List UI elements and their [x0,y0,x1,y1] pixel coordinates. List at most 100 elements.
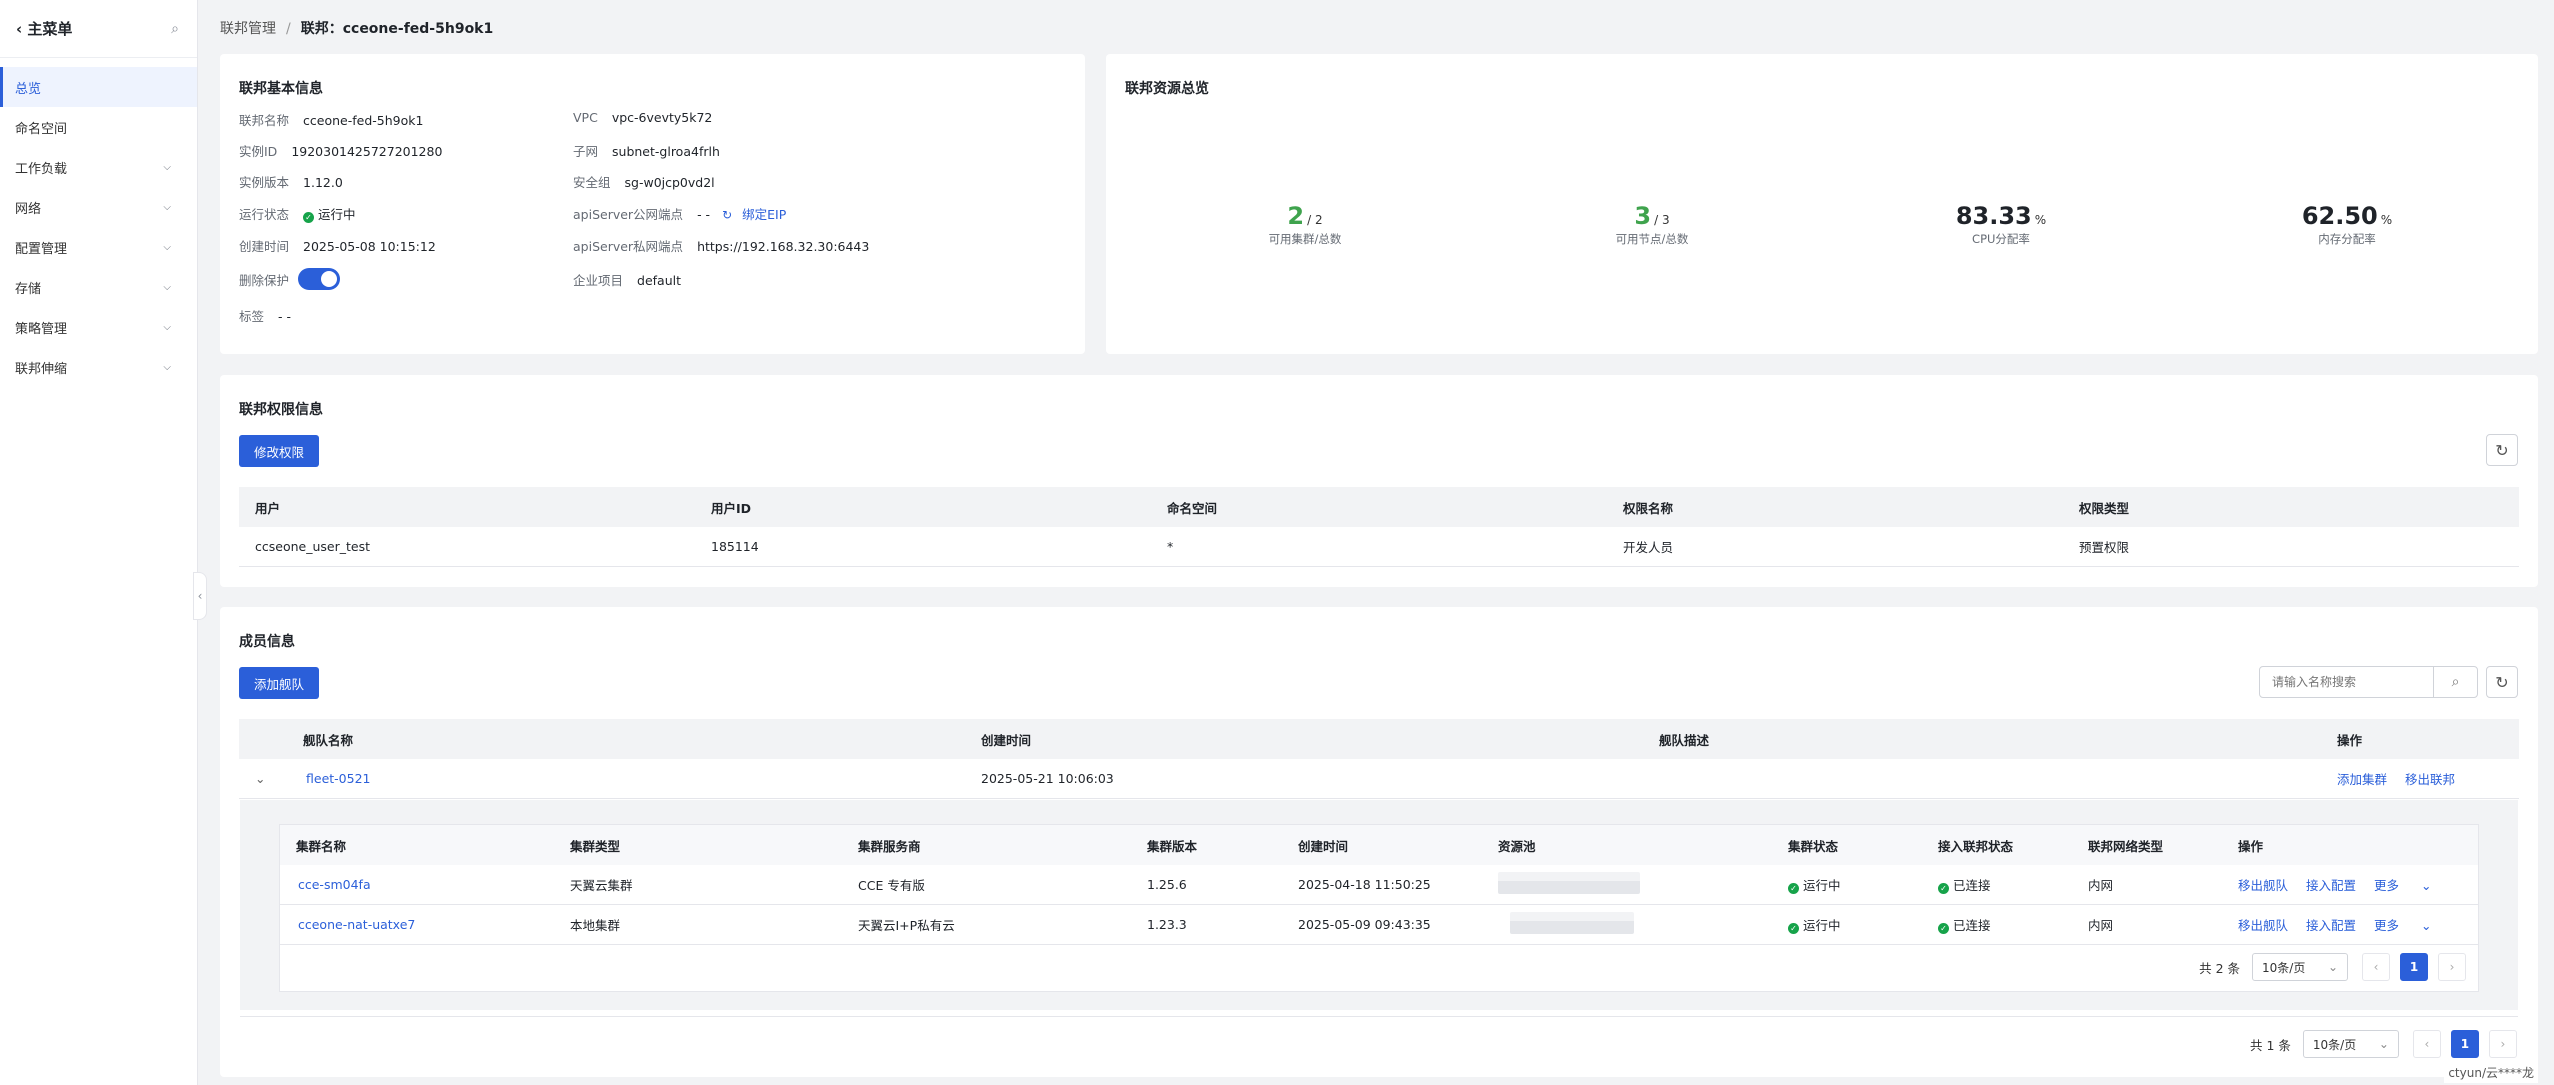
delete-protection-toggle[interactable] [298,268,340,290]
memory-allocation-label: 内存分配率 [2318,232,2376,246]
fleet-name-link[interactable]: fleet-0521 [306,771,371,786]
fleet-pagination: 共 1 条 10条/页 ⌄ ‹ 1 › [2250,1030,2517,1058]
bind-eip-link[interactable]: 绑定EIP [742,207,787,222]
available-clusters-number: 2 [1287,202,1305,230]
private-endpoint-value: https://192.168.32.30:6443 [697,239,870,254]
instance-version-row: 实例版本 1.12.0 [239,172,343,191]
resource-pool-redacted [1498,912,1788,937]
page-number-button[interactable]: 1 [2450,1030,2479,1058]
remove-federation-link[interactable]: 移出联邦 [2405,772,2456,787]
search-icon[interactable]: ⌕ [171,20,179,37]
cluster-status: ✓ 运行中 [1788,875,1938,894]
check-circle-icon: ✓ [1938,883,1949,894]
sidebar-item[interactable]: 策略管理 ⌵ [0,307,197,347]
check-circle-icon: ✓ [1938,923,1949,934]
breadcrumb-parent[interactable]: 联邦管理 [220,21,276,37]
chevron-down-icon[interactable]: ⌄ [255,771,266,786]
instance-version-value: 1.12.0 [303,175,343,190]
breadcrumb-separator: / [286,21,291,37]
remove-fleet-link[interactable]: 移出舰队 [2238,918,2289,933]
header-fleet-desc: 舰队描述 [1659,732,1710,748]
access-config-link[interactable]: 接入配置 [2306,918,2357,933]
members-title: 成员信息 [239,634,295,650]
prev-page-button[interactable]: ‹ [2412,1030,2441,1058]
cluster-name-link[interactable]: cceone-nat-uatxe7 [298,917,416,932]
join-status: ✓ 已连接 [1938,875,2088,894]
cpu-allocation-number: 83.33 [1955,202,2032,230]
chevron-down-icon: ⌵ [163,241,171,253]
prev-page-button[interactable]: ‹ [2362,953,2390,981]
sidebar-item-label: 命名空间 [15,121,68,137]
cluster-total-count: 共 2 条 [2199,960,2240,976]
memory-allocation-stat: 62.50% 内存分配率 [2282,202,2412,247]
fleet-search-input[interactable] [2260,675,2433,689]
available-nodes-number: 3 [1634,202,1652,230]
run-status-row: 运行状态 ✓ 运行中 [239,204,356,223]
fleet-table: 舰队名称 创建时间 舰队描述 操作 ⌄ fleet-0521 2025-05-2… [239,719,2519,799]
private-endpoint-label: apiServer私网端点 [573,239,684,254]
tag-label: 标签 [239,309,265,324]
available-clusters-stat: 2/ 2 可用集群/总数 [1250,202,1360,247]
next-page-button[interactable]: › [2488,1030,2517,1058]
edit-permission-button[interactable]: 修改权限 [239,435,320,467]
next-page-button[interactable]: › [2438,953,2466,981]
cluster-page-size-select[interactable]: 10条/页 ⌄ [2252,953,2348,981]
memory-allocation-unit: % [2380,213,2393,227]
refresh-icon[interactable]: ↻ [722,208,733,222]
search-icon[interactable]: ⌕ [2433,667,2477,697]
add-cluster-link[interactable]: 添加集群 [2337,772,2388,787]
sidebar-item[interactable]: 总览 [0,67,197,107]
cluster-create-time: 2025-05-09 09:43:35 [1298,917,1431,932]
available-clusters-total: / 2 [1307,213,1323,227]
refresh-permission-button[interactable]: ↻ [2486,434,2518,466]
chevron-down-icon: ⌵ [163,161,171,173]
cluster-vendor: CCE 专有版 [858,878,925,893]
fleet-total-count: 共 1 条 [2250,1037,2291,1053]
instance-version-label: 实例版本 [239,175,290,190]
chevron-down-icon: ⌄ [2378,1037,2389,1051]
sidebar-item[interactable]: 配置管理 ⌵ [0,227,197,267]
header-fleet-name: 舰队名称 [303,732,354,748]
sidebar-item[interactable]: 联邦伸缩 ⌵ [0,347,197,387]
cluster-type: 天翼云集群 [570,878,633,893]
fleet-page-size-select[interactable]: 10条/页 ⌄ [2302,1030,2399,1058]
federation-name-value: cceone-fed-5h9ok1 [303,113,424,128]
header-namespace: 命名空间 [1167,500,1218,516]
refresh-icon: ↻ [2495,440,2509,460]
vpc-label: VPC [573,110,598,125]
permission-table: 用户 用户ID 命名空间 权限名称 权限类型 ccseone_user_test… [239,487,2519,567]
more-dropdown[interactable]: 更多 ⌄ [2374,878,2438,893]
cluster-status-text: 运行中 [1803,878,1841,893]
collapse-sidebar-handle[interactable]: ‹ [193,572,207,620]
sidebar-item[interactable]: 存储 ⌵ [0,267,197,307]
more-dropdown[interactable]: 更多 ⌄ [2374,918,2438,933]
create-time-label: 创建时间 [239,239,290,254]
check-circle-icon: ✓ [303,212,315,223]
join-status: ✓ 已连接 [1938,915,2088,934]
main-menu-back[interactable]: ‹ 主菜单 [16,20,73,38]
access-config-link[interactable]: 接入配置 [2306,878,2357,893]
cell-user-id: 185114 [711,539,759,554]
sidebar-item[interactable]: 工作负载 ⌵ [0,147,197,187]
sidebar-item[interactable]: 网络 ⌵ [0,187,197,227]
public-endpoint-label: apiServer公网端点 [573,207,684,222]
fleet-search-box: ⌕ [2259,666,2478,698]
chevron-down-icon: ⌄ [2327,960,2338,974]
add-fleet-button[interactable]: 添加舰队 [239,667,320,699]
vpc-value: vpc-6vevty5k72 [611,110,713,125]
cluster-name-link[interactable]: cce-sm04fa [298,877,371,892]
network-type: 内网 [2088,918,2114,933]
security-group-label: 安全组 [573,175,611,190]
fleet-table-header: 舰队名称 创建时间 舰队描述 操作 [239,719,2519,759]
fleet-ops: 添加集群 移出联邦 [2337,769,2517,788]
sidebar-item[interactable]: 命名空间 [0,107,197,147]
remove-fleet-link[interactable]: 移出舰队 [2238,878,2289,893]
page-number-button[interactable]: 1 [2400,953,2428,981]
refresh-members-button[interactable]: ↻ [2486,666,2518,698]
security-group-value: sg-w0jcp0vd2l [624,175,715,190]
instance-id-label: 实例ID [239,144,278,159]
cluster-ops: 移出舰队 接入配置 更多 ⌄ [2238,915,2438,934]
chevron-down-icon: ⌄ [2417,918,2432,933]
basic-info-card: 联邦基本信息 联邦名称 cceone-fed-5h9ok1 实例ID 1920301… [220,54,1085,354]
chevron-down-icon: ⌵ [163,361,171,373]
